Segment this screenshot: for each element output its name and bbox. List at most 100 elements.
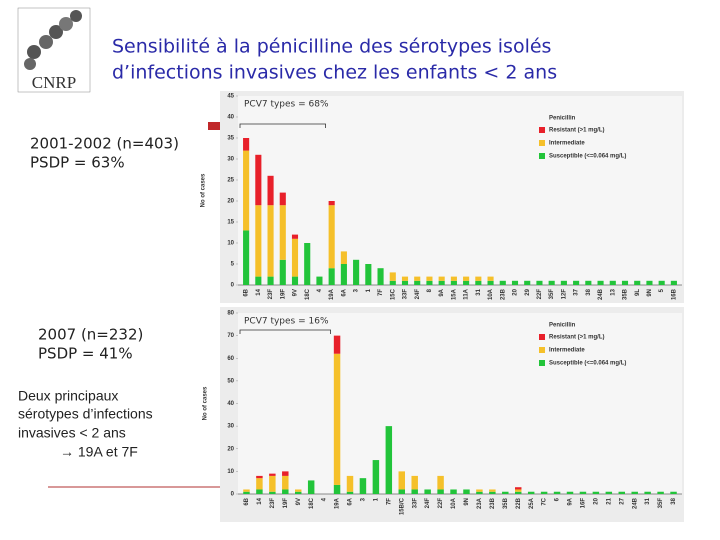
- bar-segment: [515, 487, 522, 490]
- x-tick-label: 35F: [658, 498, 664, 509]
- bar-segment: [438, 280, 445, 285]
- x-tick-label: 15B/C: [399, 497, 405, 515]
- x-tick-label: 13: [610, 288, 616, 295]
- x-tick-label: 24B: [598, 288, 604, 300]
- plot-area: [238, 313, 682, 494]
- x-tick-label: 14: [257, 497, 263, 504]
- bar-segment: [372, 460, 380, 494]
- x-tick-label: 15C: [390, 288, 396, 300]
- x-tick-label: 24B: [632, 497, 638, 509]
- bar-segment: [621, 280, 629, 285]
- x-tick-label: 33F: [403, 289, 409, 300]
- bar-segment: [256, 489, 263, 494]
- x-tick-label: 7F: [386, 498, 392, 505]
- bar-segment: [411, 475, 418, 490]
- bar-segment: [553, 491, 561, 494]
- x-tick-label: 24F: [415, 289, 421, 300]
- bar-segment: [353, 259, 360, 285]
- bar-segment: [658, 280, 665, 285]
- bar-segment: [291, 276, 299, 285]
- x-tick-label: 3: [354, 288, 360, 292]
- bar-segment: [515, 491, 522, 494]
- x-tick-label: 6B: [244, 497, 250, 505]
- bar-segment: [267, 276, 274, 285]
- bar-segment: [511, 280, 519, 285]
- legend-label: Intermediate: [549, 348, 585, 354]
- bar-segment: [282, 489, 289, 494]
- bar-segment: [450, 276, 457, 281]
- x-tick-label: 9N: [464, 498, 470, 506]
- bar-segment: [644, 491, 651, 494]
- bar-segment: [269, 475, 276, 492]
- x-tick-label: 9N: [647, 289, 653, 297]
- y-tick-label: 45: [227, 94, 234, 100]
- bar-segment: [489, 489, 496, 492]
- bar-segment: [487, 280, 494, 285]
- bar-segment: [463, 276, 470, 281]
- x-tick-label: 19F: [283, 498, 289, 509]
- y-tick-label: 15: [227, 220, 234, 226]
- bar-segment: [450, 489, 457, 494]
- bar-segment: [657, 491, 664, 494]
- bar-segment: [487, 276, 494, 281]
- x-tick-label: 19F: [280, 289, 286, 300]
- x-tick-label: 4: [322, 497, 328, 501]
- bar-segment: [291, 234, 299, 239]
- bar-segment: [424, 489, 431, 494]
- bar-segment: [333, 335, 341, 354]
- bar-segment: [385, 426, 393, 494]
- period-label: PSDP = 63%: [30, 154, 125, 172]
- bar-segment: [279, 205, 286, 260]
- y-tick-label: 10: [227, 241, 234, 247]
- bar-segment: [476, 489, 483, 492]
- x-tick-label: 9L: [635, 289, 641, 296]
- x-tick-label: 4: [317, 288, 323, 292]
- bar-segment: [670, 280, 677, 285]
- bracket: [239, 123, 326, 128]
- bar-segment: [291, 238, 299, 277]
- x-tick-label: 22F: [438, 498, 444, 509]
- x-tick-label: 18C: [305, 288, 311, 300]
- period-label: 2001-2002 (n=403): [30, 135, 179, 153]
- legend-label: Susceptible (<=0.064 mg/L): [549, 361, 626, 367]
- x-tick-label: 1: [373, 497, 379, 501]
- x-tick-label: 5: [659, 288, 665, 292]
- period-label: 2007 (n=232): [38, 326, 143, 344]
- legend-label: Susceptible (<=0.064 mg/L): [549, 154, 626, 160]
- x-tick-label: 6A: [348, 497, 354, 505]
- bar-segment: [279, 259, 286, 285]
- bar-segment: [540, 491, 548, 494]
- y-tick-label: 0: [231, 492, 235, 498]
- x-tick-label: 21: [606, 497, 612, 504]
- y-axis-label: No of cases: [201, 173, 207, 207]
- bar-segment: [333, 484, 341, 494]
- x-tick-label: 12F: [561, 289, 567, 300]
- x-tick-label: 14: [256, 288, 262, 295]
- x-tick-label: 7F: [378, 289, 384, 296]
- bar-segment: [414, 280, 421, 285]
- bar-segment: [359, 478, 367, 494]
- bar-segment: [426, 280, 433, 285]
- x-tick-label: 6B: [244, 288, 250, 296]
- conclusion-line: invasives < 2 ans: [18, 425, 126, 441]
- y-tick-label: 10: [227, 469, 234, 475]
- bar-segment: [463, 280, 470, 285]
- bar-segment: [282, 471, 289, 476]
- legend-swatch: [539, 140, 545, 146]
- bar-segment: [255, 154, 262, 206]
- bar-segment: [579, 491, 587, 494]
- bar-segment: [401, 280, 409, 285]
- bar-segment: [333, 353, 341, 485]
- bar-segment: [279, 192, 286, 206]
- x-tick-label: 19A: [329, 288, 335, 300]
- bar-segment: [328, 201, 335, 206]
- bar-segment: [646, 280, 653, 285]
- x-tick-label: 27: [619, 497, 625, 504]
- bar-segment: [592, 491, 600, 494]
- legend-label: Resistant (>1 mg/L): [549, 335, 605, 341]
- y-tick-label: 25: [227, 178, 234, 184]
- bar-segment: [316, 276, 323, 285]
- title-line: Sensibilité à la pénicilline des sérotyp…: [112, 36, 551, 58]
